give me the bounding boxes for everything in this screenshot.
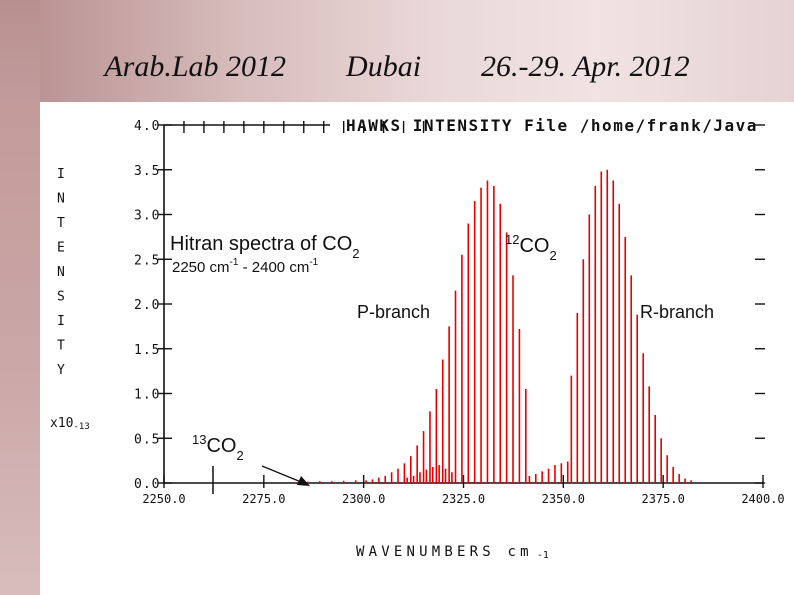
x-axis-label-exponent: -1 (537, 550, 549, 561)
y-scale-prefix: x10 (50, 416, 73, 431)
co2-12-subscript: 2 (549, 248, 556, 263)
spectral-lines (294, 169, 692, 483)
y-axis-letter: Y (57, 363, 65, 378)
background-left-lower (0, 102, 40, 595)
x-tick-label: 2300.0 (342, 492, 385, 506)
x-tick-label: 2275.0 (242, 492, 285, 506)
axis-ticks (158, 121, 765, 488)
arrow-head (297, 476, 310, 486)
x-axis-label: WAVENUMBERS cm -1 (356, 544, 549, 561)
y-tick-label: 0.0 (134, 477, 160, 492)
y-tick-label: 2.0 (134, 298, 160, 313)
co2-13-arrow (261, 465, 310, 486)
y-axis-letter: T (57, 216, 65, 231)
background-top (0, 0, 794, 102)
hitran-annotation: Hitran spectra of CO2 (170, 233, 360, 261)
y-tick-label: 3.0 (134, 209, 160, 224)
x-tick-label: 2325.0 (442, 492, 485, 506)
wavenumber-range: 2250 cm-1 - 2400 cm-1 (172, 257, 319, 276)
slide-header: Arab.Lab 2012 Dubai 26.-29. Apr. 2012 (104, 50, 690, 83)
x-tick-label: 2250.0 (142, 492, 185, 506)
y-axis-letter: I (57, 167, 65, 182)
y-axis-label: INTENSITY (57, 167, 65, 378)
y-axis-letter: I (57, 314, 65, 329)
co2-13-subscript: 2 (236, 448, 243, 463)
y-tick-label: 1.5 (134, 343, 160, 358)
range-end: - 2400 cm (238, 259, 309, 276)
co2-12-formula: CO (519, 235, 549, 257)
x-tick-labels: 2250.0 2275.0 2300.0 2325.0 2350.0 2375.0 2400… (142, 492, 784, 506)
co2-13-isotope: 13 (192, 432, 206, 447)
co2-13-formula: CO (206, 435, 236, 457)
y-tick-label: 3.5 (134, 164, 160, 179)
y-scale-factor: x10-13 (50, 416, 90, 432)
y-axis-letter: E (57, 241, 65, 256)
chart-title: HAWKS INTENSITY File /home/frank/Java (346, 116, 758, 135)
range-start-exponent: -1 (230, 257, 239, 268)
y-tick-label: 1.0 (134, 388, 160, 403)
hitran-title: Hitran spectra of CO (170, 233, 352, 255)
x-tick-label: 2375.0 (641, 492, 684, 506)
x-tick-label: 2400.0 (741, 492, 784, 506)
range-start: 2250 cm (172, 259, 230, 276)
p-branch-label: P-branch (357, 302, 430, 322)
y-axis-letter: N (57, 265, 65, 280)
r-branch-label: R-branch (640, 302, 714, 322)
y-tick-label: 2.5 (134, 253, 160, 268)
x-axis-label-text: WAVENUMBERS cm (356, 544, 533, 560)
range-end-exponent: -1 (309, 257, 318, 268)
y-tick-labels: 0.0 0.5 1.0 1.5 2.0 2.5 3.0 3.5 4.0 (134, 119, 160, 492)
co2-12-isotope: 12 (505, 232, 519, 247)
hitran-subscript: 2 (352, 246, 359, 261)
co2-12-label: 12CO2 (505, 232, 557, 263)
arrow-shaft (261, 465, 307, 485)
x-tick-label: 2350.0 (542, 492, 585, 506)
y-tick-label: 4.0 (134, 119, 160, 134)
y-axis-letter: T (57, 339, 65, 354)
y-scale-exponent: -13 (73, 422, 89, 432)
co2-13-label: 13CO2 (192, 432, 244, 463)
y-tick-label: 0.5 (134, 432, 160, 447)
y-axis-letter: N (57, 192, 65, 207)
y-axis-letter: S (57, 290, 65, 305)
